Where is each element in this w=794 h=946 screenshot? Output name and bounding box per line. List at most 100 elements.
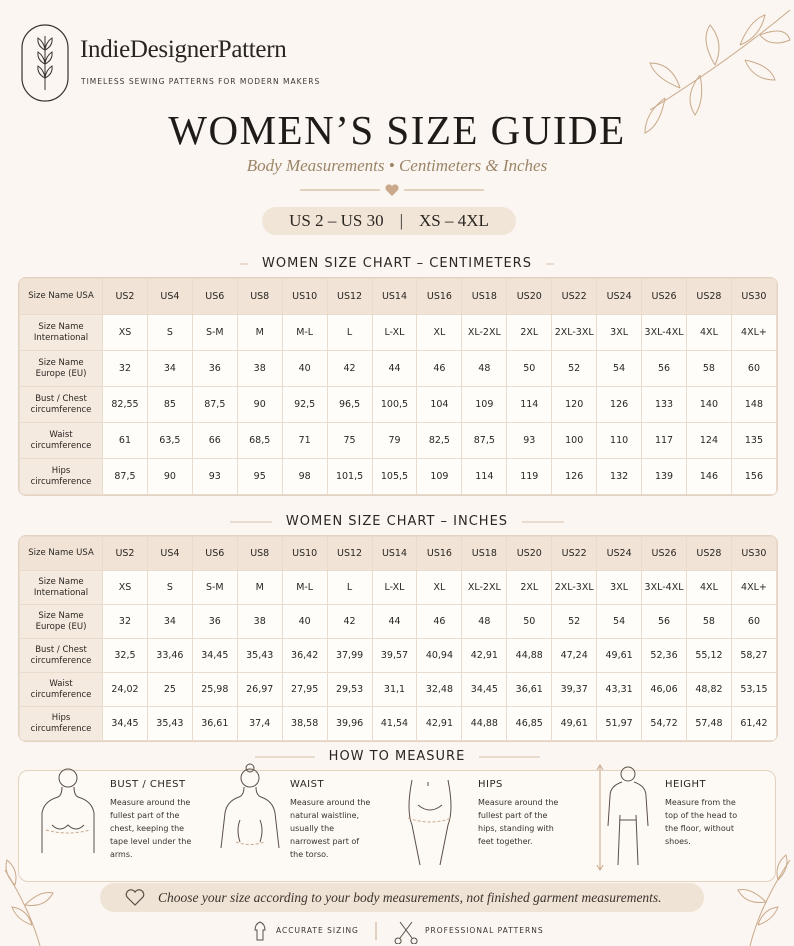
table-cell: 31,1	[371, 672, 418, 707]
row-label: Waist circumference	[19, 422, 103, 459]
table-cell: 54	[596, 350, 643, 387]
table-cell: 120	[551, 386, 598, 423]
table-cell: 93	[191, 458, 238, 495]
table-cell: 25	[146, 672, 193, 707]
table-cell: 3XL-4XL	[641, 314, 687, 351]
table-cell: 92,5	[281, 386, 328, 423]
table-cell: S	[146, 314, 193, 351]
table-cell: 29,53	[326, 672, 373, 707]
table-row: Bust / Chest circumference 82,55 85 87,5 90 9…	[19, 386, 777, 423]
section-title: HOW TO MEASURE	[0, 749, 794, 764]
tagline: TIMELESS SEWING PATTERNS FOR MODERN MAKE…	[81, 77, 321, 86]
table-cell: US18	[461, 536, 508, 571]
table-cell: 36,61	[191, 706, 238, 741]
table-cell: US24	[596, 536, 643, 571]
table-cell: XL	[416, 314, 463, 351]
table-cell: US20	[506, 536, 553, 571]
table-cell: 66	[191, 422, 238, 459]
row-label: Size Name International	[19, 314, 103, 351]
table-cell: 133	[641, 386, 687, 423]
table-cell: 114	[506, 386, 553, 423]
table-cell: 32	[102, 350, 148, 387]
table-cell: 36	[191, 604, 238, 639]
table-cell: 82,55	[102, 386, 148, 423]
table-cell: 46,06	[641, 672, 687, 707]
table-cell: US10	[281, 536, 328, 571]
corner-branch-left	[4, 859, 54, 946]
table-cell: 100,5	[371, 386, 418, 423]
table-row: Bust / Chest circumference 32,5 33,46 34,45…	[19, 638, 777, 673]
table-cell: 104	[416, 386, 463, 423]
table-cell: 39,96	[326, 706, 373, 741]
table-cell: 34	[146, 350, 193, 387]
table-cell: 38,58	[281, 706, 328, 741]
table-cell: US28	[685, 536, 732, 571]
scissors-icon	[394, 921, 418, 944]
table-cell: 93	[506, 422, 553, 459]
table-cell: US6	[191, 536, 238, 571]
measure-name: HEIGHT	[665, 779, 707, 790]
table-cell: 54	[596, 604, 643, 639]
table-row: Hips circumference 87,5 90 93 95 98 101,5 105,5…	[19, 458, 777, 495]
brand-name: IndieDesignerPattern	[80, 36, 287, 63]
table-cell: XL	[416, 570, 463, 605]
row-label: Hips circumference	[19, 706, 103, 741]
table-cell: US8	[236, 536, 283, 571]
row-label: Bust / Chest circumference	[19, 386, 103, 423]
table-cell: 46	[416, 350, 463, 387]
table-cell: 38	[236, 604, 283, 639]
measure-text: Measure from the top of the head to the …	[665, 798, 738, 846]
size-range: US 2 – US 30 | XS – 4XL	[262, 207, 516, 235]
row-label: Size Name USA	[19, 278, 103, 315]
table-cell: 2XL	[506, 570, 553, 605]
table-cell: 55,12	[685, 638, 732, 673]
table-cell: 105,5	[371, 458, 418, 495]
table-cell: 41,54	[371, 706, 418, 741]
table-cell: US18	[461, 278, 508, 315]
table-cell: US14	[371, 278, 418, 315]
table-cell: 58	[685, 350, 732, 387]
table-cell: 2XL-3XL	[551, 570, 598, 605]
table-cell: 54,72	[641, 706, 687, 741]
range-separator: |	[399, 211, 403, 230]
table-cell: US2	[102, 278, 148, 315]
table-cell: 4XL+	[730, 570, 777, 605]
table-cell: 61,42	[730, 706, 777, 741]
table-cell: 98	[281, 458, 328, 495]
table-cell: 82,5	[416, 422, 463, 459]
table-cell: 56	[641, 350, 687, 387]
table-cell: 49,61	[596, 638, 643, 673]
table-cell: 50	[506, 604, 553, 639]
table-cell: 101,5	[326, 458, 373, 495]
table-cell: US12	[326, 536, 373, 571]
table-cell: US26	[641, 278, 687, 315]
table-cell: 33,46	[146, 638, 193, 673]
title: WOMEN’S SIZE GUIDE	[168, 107, 626, 153]
table-row: Size Name USA US2 US4 US6 US8 US10 US12 US14 US1…	[19, 278, 777, 315]
table-cell: 60	[730, 350, 777, 387]
table-cell: 3XL	[596, 570, 643, 605]
table-cell: 32,48	[416, 672, 463, 707]
table-cell: 146	[685, 458, 732, 495]
footer-icons	[254, 921, 418, 944]
table-cell: 42,91	[416, 706, 463, 741]
table-cell: XS	[102, 570, 148, 605]
section-title: WOMEN SIZE CHART – CENTIMETERS	[0, 256, 794, 271]
table-cell: 124	[685, 422, 732, 459]
table-cell: 52	[551, 350, 598, 387]
table-cell: 85	[146, 386, 193, 423]
table-cell: 44	[371, 350, 418, 387]
table-cell: 96,5	[326, 386, 373, 423]
table-row: Size Name Europe (EU) 32 34 36 38 40 42 44 46 48 5…	[19, 604, 777, 639]
table-cell: 53,15	[730, 672, 777, 707]
row-label: Bust / Chest circumference	[19, 638, 103, 673]
table-row: Size Name International XS S S-M M M-L L L-XL XL…	[19, 570, 777, 605]
table-cell: US14	[371, 536, 418, 571]
table-cell: M-L	[281, 314, 328, 351]
table-cell: 34	[146, 604, 193, 639]
table-cell: 48	[461, 350, 508, 387]
table-cell: 42	[326, 350, 373, 387]
table-cell: 36	[191, 350, 238, 387]
table-cell: 3XL-4XL	[641, 570, 687, 605]
